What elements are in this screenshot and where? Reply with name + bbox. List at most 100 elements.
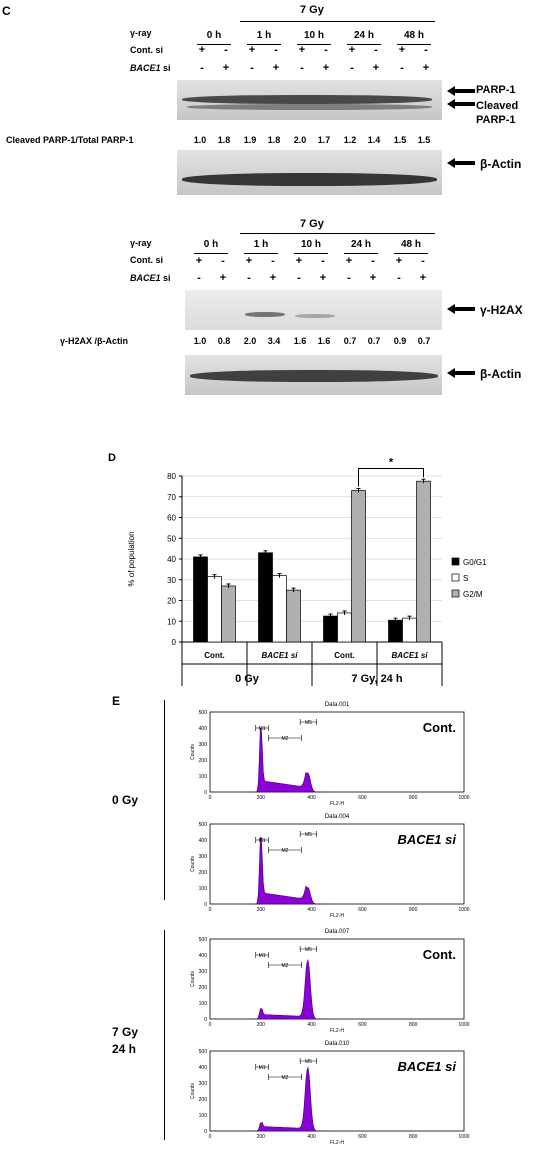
actin-label: β-Actin — [480, 157, 522, 171]
bar-s — [402, 617, 417, 643]
histogram-x-tick: 1000 — [458, 1134, 469, 1140]
flow-histograms: Data.001 0 100 200 300 400 500 0 200 400 600 800 100… — [190, 702, 470, 1144]
histogram-distribution — [248, 959, 332, 1020]
timepoint-underline — [244, 253, 278, 254]
bar-g0g1 — [258, 552, 273, 643]
timepoint-underline — [297, 44, 331, 45]
ratio-value: 1.2 — [343, 135, 357, 145]
histogram-x-tick: 800 — [409, 907, 418, 913]
bace1-si-sign: - — [197, 272, 201, 284]
y-axis-label: % of population — [127, 531, 136, 586]
y-tick-label: 60 — [167, 514, 176, 523]
histogram-x-tick: 0 — [209, 907, 212, 913]
bar-g0g1 — [193, 556, 208, 643]
histogram-panel: Data.001 0 100 200 300 400 500 0 200 400 600 800 100… — [190, 702, 470, 807]
histogram-condition-label: BACE1 si — [397, 1059, 456, 1074]
y-tick-label: 20 — [167, 597, 176, 606]
legend-swatch — [451, 573, 460, 582]
cont-si-label: Cont. si — [130, 45, 163, 55]
actin-arrow — [447, 158, 475, 168]
cont-si-sign: - — [271, 255, 275, 267]
histogram-x-label: FL2-H — [330, 1028, 344, 1034]
histogram-y-tick: 500 — [199, 1049, 208, 1055]
actin-arrow-2 — [447, 368, 475, 378]
cont-si-sign: + — [298, 44, 306, 56]
condition-label: 7 Gy, 24 h — [351, 673, 402, 685]
y-tick-label: 80 — [167, 472, 176, 481]
timepoint-underline — [247, 44, 281, 45]
timepoint-label: 48 h — [400, 239, 421, 250]
ratio-value: 1.0 — [193, 336, 207, 346]
bace1-si-sign: + — [419, 272, 427, 284]
dose-label: 7 Gy — [300, 4, 324, 16]
bar-g2m — [416, 480, 431, 643]
timepoint-label: 24 h — [350, 239, 371, 250]
h2ax-band-2 — [295, 314, 335, 318]
ratio-label: Cleaved PARP-1/Total PARP-1 — [6, 135, 134, 145]
histogram-y-tick: 200 — [199, 870, 208, 876]
cleaved-label-2: PARP-1 — [476, 114, 516, 126]
histogram-file-label: Data.007 — [325, 929, 350, 935]
ratio-value: 0.7 — [343, 336, 357, 346]
gate-marker-label: M1 — [259, 726, 266, 732]
arrows — [447, 86, 475, 109]
histogram-y-tick: 200 — [199, 758, 208, 764]
histogram-x-tick: 400 — [307, 795, 316, 801]
timepoint-label: 10 h — [303, 30, 324, 41]
condition-7gy: 7 Gy — [112, 1025, 139, 1039]
histogram-y-tick: 300 — [199, 969, 208, 975]
h2ax-ratio-label: γ-H2AX /β-Actin — [60, 336, 129, 346]
h2ax-band — [245, 312, 285, 317]
condition-24h: 24 h — [112, 1042, 137, 1056]
y-tick-label: 50 — [167, 534, 176, 543]
bace1-si-sign: + — [372, 62, 380, 74]
ratio-value: 1.6 — [317, 336, 331, 346]
cont-si-sign: + — [348, 44, 356, 56]
bar-g0g1 — [323, 615, 338, 643]
histogram-frame — [209, 823, 465, 905]
histogram-y-tick: 0 — [204, 1129, 207, 1135]
ratio-value: 1.5 — [417, 135, 431, 145]
panel-letter-c: C — [2, 4, 11, 18]
histogram-y-tick: 500 — [199, 822, 208, 828]
timepoint-underline — [197, 44, 231, 45]
histogram-x-tick: 0 — [209, 1022, 212, 1028]
dose-underline — [240, 21, 435, 22]
cont-si-sign: - — [421, 255, 425, 267]
histogram-x-label: FL2-H — [330, 801, 344, 807]
timepoint-label: 10 h — [300, 239, 321, 250]
panel-letter-d: D — [108, 452, 116, 464]
bace1-si-label: BACE1 si — [130, 63, 171, 73]
gate-marker-label: M5 — [305, 832, 312, 838]
histogram-file-label: Data.010 — [325, 1041, 350, 1047]
gate-marker-label: M2 — [281, 736, 288, 742]
histogram-y-tick: 0 — [204, 1017, 207, 1023]
bace1-si-sign: - — [200, 62, 204, 74]
histogram-x-tick: 600 — [358, 907, 367, 913]
bace1-si-sign: + — [319, 272, 327, 284]
cont-si-sign: - — [321, 255, 325, 267]
histogram-y-tick: 100 — [199, 1113, 208, 1119]
h2ax-blot — [185, 290, 442, 330]
bace1-si-sign: + — [269, 272, 277, 284]
histogram-frame — [209, 938, 465, 1020]
ratio-value: 0.8 — [217, 336, 231, 346]
bace1-si-sign: - — [350, 62, 354, 74]
histogram-x-tick: 400 — [307, 1022, 316, 1028]
condition-label: 0 Gy — [235, 673, 260, 685]
ratio-value: 1.9 — [243, 135, 257, 145]
histogram-x-tick: 400 — [307, 1134, 316, 1140]
histogram-y-tick: 400 — [199, 953, 208, 959]
bace1-si-sign: + — [222, 62, 230, 74]
bace1-si-sign: - — [300, 62, 304, 74]
histogram-y-label: Counts — [190, 856, 196, 872]
histogram-y-tick: 100 — [199, 886, 208, 892]
histogram-distribution — [248, 1066, 332, 1132]
y-tick-label: 10 — [167, 617, 176, 626]
timepoint-label: 24 h — [353, 30, 374, 41]
ratio-value: 2.0 — [243, 336, 257, 346]
histogram-y-tick: 500 — [199, 937, 208, 943]
histogram-y-tick: 400 — [199, 1065, 208, 1071]
histogram-x-tick: 200 — [257, 1134, 266, 1140]
ratio-value: 2.0 — [293, 135, 307, 145]
